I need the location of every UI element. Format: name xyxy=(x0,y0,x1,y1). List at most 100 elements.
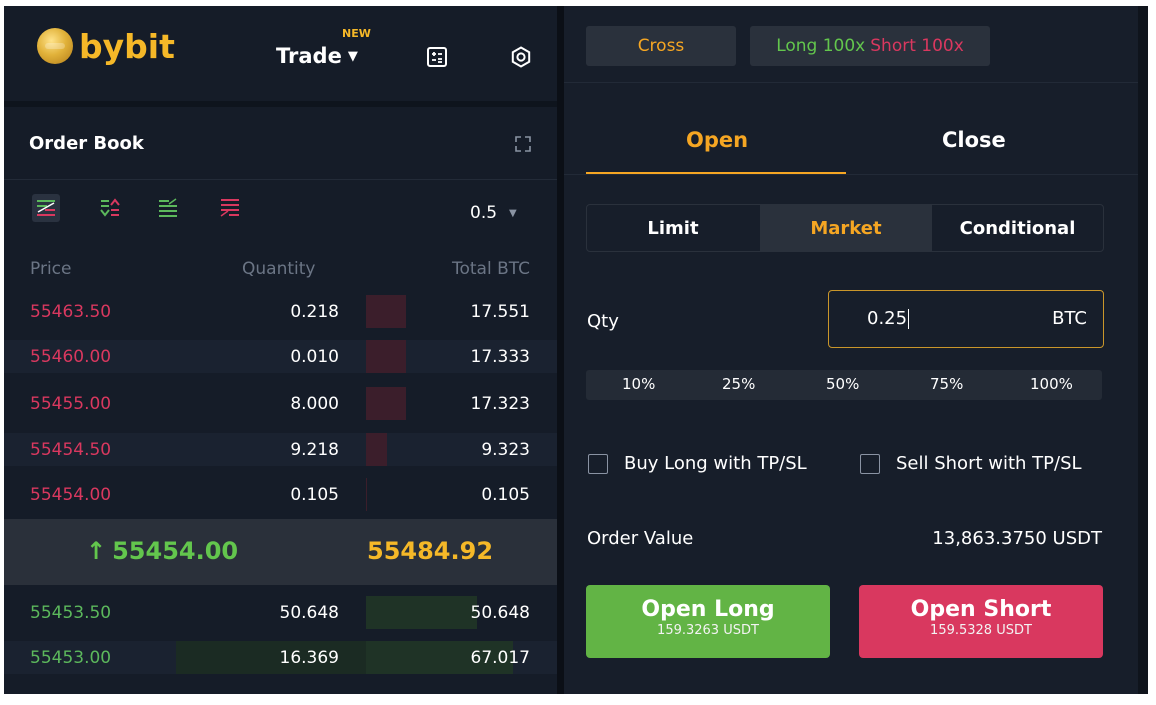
order-book-view-tools: 0.5 ▼ xyxy=(4,180,557,240)
caret-down-icon: ▼ xyxy=(347,48,358,64)
tab-market[interactable]: Market xyxy=(760,205,932,251)
mark-price: 55484.92 xyxy=(367,537,494,565)
bybit-logo[interactable]: bybit xyxy=(37,26,175,66)
tpsl-long-label: Buy Long with TP/SL xyxy=(624,453,807,474)
ask-depth-bar xyxy=(366,295,406,328)
bid-depth-bar xyxy=(366,641,513,674)
bid-qty: 16.369 xyxy=(279,648,339,668)
expand-icon[interactable] xyxy=(514,135,532,153)
view-sort-button[interactable] xyxy=(96,194,124,222)
col-quantity: Quantity xyxy=(242,259,316,279)
gear-icon xyxy=(511,46,531,68)
qty-input[interactable]: 0.25 BTC xyxy=(828,290,1104,348)
brand-name: bybit xyxy=(79,26,175,66)
col-price: Price xyxy=(30,259,72,279)
bid-qty: 50.648 xyxy=(279,603,339,623)
ask-qty: 0.218 xyxy=(290,302,339,322)
ask-qty: 0.105 xyxy=(290,485,339,505)
bid-row[interactable]: 55453.00 16.369 67.017 xyxy=(4,641,557,674)
tab-limit[interactable]: Limit xyxy=(647,217,699,239)
ask-total: 17.323 xyxy=(470,394,530,414)
trading-app: bybit Trade ▼ NEW xyxy=(4,6,1148,694)
bid-price: 55453.50 xyxy=(30,603,112,623)
ask-qty: 0.010 xyxy=(290,347,339,367)
qty-value-text: 0.25 xyxy=(867,308,908,329)
ask-row[interactable]: 55460.00 0.010 17.333 xyxy=(4,340,557,373)
order-book-header: Order Book xyxy=(4,107,557,180)
percent-10[interactable]: 10% xyxy=(622,375,656,393)
bid-total: 67.017 xyxy=(470,648,530,668)
percent-slider[interactable]: 10% 25% 50% 75% 100% xyxy=(586,370,1102,400)
ask-row[interactable]: 55455.00 8.000 17.323 xyxy=(4,387,557,420)
text-caret xyxy=(908,309,910,329)
ask-total: 17.551 xyxy=(470,302,530,322)
view-bids-button[interactable] xyxy=(154,194,182,222)
margin-leverage-row: Cross Long 100x Short 100x xyxy=(564,6,1138,83)
last-price-value: 55454.00 xyxy=(112,537,239,565)
leverage-button[interactable]: Long 100x Short 100x xyxy=(750,26,990,66)
margin-mode-button[interactable]: Cross xyxy=(586,26,736,66)
scrollbar-track[interactable] xyxy=(1138,6,1148,694)
bid-price: 55453.00 xyxy=(30,648,112,668)
ask-price: 55455.00 xyxy=(30,394,112,414)
bid-depth-bar xyxy=(366,596,477,629)
order-book-columns: Price Quantity Total BTC xyxy=(4,256,557,284)
bids-only-icon xyxy=(159,198,177,217)
open-long-cost: 159.3263 USDT xyxy=(657,623,759,638)
order-type-tabs: Limit Market Conditional xyxy=(586,204,1104,252)
qty-unit: BTC xyxy=(1052,308,1087,329)
bid-total: 50.648 xyxy=(470,603,530,623)
percent-75[interactable]: 75% xyxy=(930,375,964,393)
tpsl-long-checkbox[interactable]: Buy Long with TP/SL xyxy=(588,453,807,474)
view-both-icon xyxy=(37,200,55,216)
leverage-long: Long 100x xyxy=(776,36,866,56)
bid-qty-depth-bar xyxy=(176,641,366,674)
leverage-short: Short 100x xyxy=(870,36,964,56)
tab-close[interactable]: Close xyxy=(942,128,1006,152)
percent-25[interactable]: 25% xyxy=(722,375,756,393)
ask-price: 55454.00 xyxy=(30,485,112,505)
price-step-select[interactable]: 0.5 ▼ xyxy=(470,203,517,223)
open-short-label: Open Short xyxy=(910,597,1052,622)
ask-price: 55454.50 xyxy=(30,440,112,460)
header-divider xyxy=(4,101,557,107)
price-step-value: 0.5 xyxy=(470,203,498,223)
ask-price: 55460.00 xyxy=(30,347,112,367)
ask-total: 0.105 xyxy=(481,485,530,505)
col-total: Total BTC xyxy=(451,259,530,279)
active-tab-indicator xyxy=(586,172,846,174)
last-price-row: ↑ 55454.00 55484.92 xyxy=(4,519,557,585)
open-long-label: Open Long xyxy=(641,597,775,622)
open-short-button[interactable]: Open Short 159.5328 USDT xyxy=(859,585,1103,658)
trade-menu[interactable]: Trade ▼ xyxy=(276,44,358,68)
open-long-button[interactable]: Open Long 159.3263 USDT xyxy=(586,585,830,658)
calculator-button[interactable] xyxy=(424,44,450,70)
order-entry-panel: Cross Long 100x Short 100x Open Close Li… xyxy=(564,6,1138,694)
bid-row[interactable]: 55453.50 50.648 50.648 xyxy=(4,596,557,629)
ask-qty: 8.000 xyxy=(290,394,339,414)
view-asks-button[interactable] xyxy=(216,194,244,222)
sort-icon xyxy=(100,198,120,217)
order-value: 13,863.3750 USDT xyxy=(932,528,1102,549)
percent-100[interactable]: 100% xyxy=(1030,375,1073,393)
ask-row[interactable]: 55454.00 0.105 0.105 xyxy=(4,478,557,511)
open-short-cost: 159.5328 USDT xyxy=(930,623,1032,638)
last-price: ↑ 55454.00 xyxy=(86,537,238,565)
tpsl-short-checkbox[interactable]: Sell Short with TP/SL xyxy=(860,453,1082,474)
qty-input-value: 0.25 xyxy=(867,308,910,329)
settings-button[interactable] xyxy=(508,44,534,70)
caret-down-icon: ▼ xyxy=(509,207,517,219)
ask-total: 9.323 xyxy=(481,440,530,460)
percent-50[interactable]: 50% xyxy=(826,375,860,393)
logo-coin-icon xyxy=(37,28,73,64)
ask-row[interactable]: 55454.50 9.218 9.323 xyxy=(4,433,557,466)
ask-depth-bar xyxy=(366,478,367,511)
ask-row[interactable]: 55463.50 0.218 17.551 xyxy=(4,295,557,328)
panel-separator xyxy=(557,6,564,694)
order-book-panel: bybit Trade ▼ NEW xyxy=(4,6,557,694)
view-both-button[interactable] xyxy=(32,194,60,222)
top-bar: bybit Trade ▼ NEW xyxy=(4,6,557,101)
open-close-tabs: Open Close xyxy=(564,106,1138,175)
tab-open[interactable]: Open xyxy=(686,128,749,152)
tab-conditional[interactable]: Conditional xyxy=(959,217,1076,239)
